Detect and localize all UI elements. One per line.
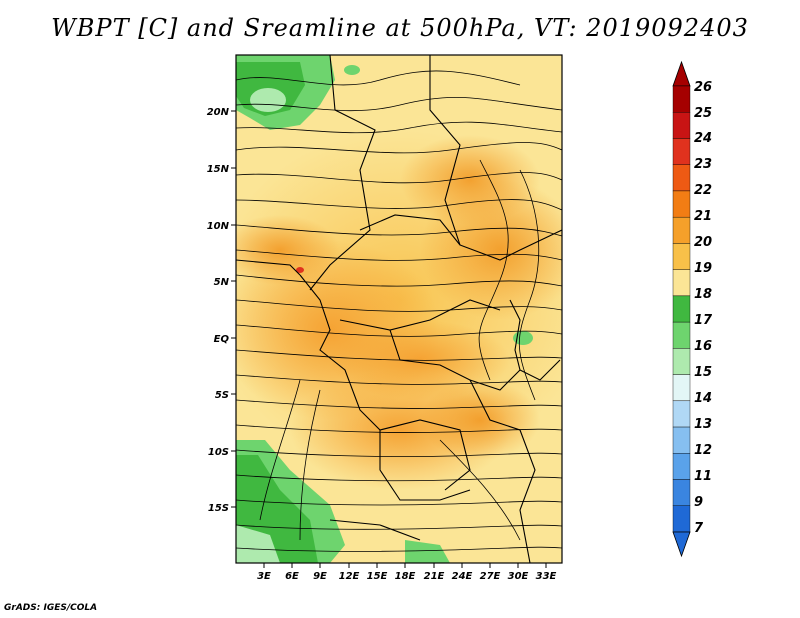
colorbar-label: 13 [694, 417, 712, 432]
chart-title: WBPT [C] and Sreamline at 500hPa, VT: 20… [51, 14, 749, 42]
colorbar-cell [672, 138, 691, 165]
colorbar-label: 26 [694, 80, 712, 95]
lat-axis [231, 110, 236, 508]
lon-axis [263, 563, 547, 568]
colorbar-cell [672, 321, 691, 349]
colorbar-label: 25 [694, 106, 712, 121]
colorbar-top-arrow [672, 60, 691, 87]
colorbar-label: 24 [694, 131, 712, 146]
colorbar-label: 12 [694, 443, 712, 458]
colorbar-cell [672, 426, 691, 454]
lat-tick-label: 15N [207, 164, 230, 175]
colorbar-cell [672, 112, 691, 139]
colorbar-cell [672, 348, 691, 375]
lon-tick-label: 21E [424, 571, 445, 582]
lon-tick-label: 3E [257, 571, 271, 582]
lon-tick-label: 12E [339, 571, 360, 582]
lon-tick-label: 18E [395, 571, 416, 582]
colorbar-label: 14 [694, 391, 712, 406]
colorbar-label: 7 [694, 521, 704, 536]
colorbar-cell [672, 295, 691, 323]
colorbar-label: 15 [694, 365, 712, 380]
colorbar-label: 16 [694, 339, 712, 354]
colorbar-cell [672, 400, 691, 428]
colorbar-label: 20 [694, 235, 712, 250]
lat-tick-labels: 20N 15N 10N 5N EQ 5S 10S 15S [207, 107, 230, 514]
lon-tick-label: 15E [367, 571, 388, 582]
colorbar-label: 23 [694, 157, 712, 172]
lat-tick-label: 15S [208, 503, 229, 514]
colorbar-cell [672, 374, 691, 402]
colorbar-label: 17 [694, 313, 713, 328]
lon-tick-label: 24E [452, 571, 473, 582]
lat-tick-label: EQ [214, 334, 230, 345]
lat-tick-label: 10N [207, 221, 230, 232]
lon-tick-label: 6E [285, 571, 299, 582]
colorbar-label: 21 [694, 209, 712, 224]
colorbar-label: 9 [694, 495, 703, 510]
wbpt-field [236, 55, 562, 563]
footer-credit: GrADS: IGES/COLA [4, 603, 98, 613]
colorbar-cell [672, 190, 691, 218]
lon-tick-label: 30E [508, 571, 529, 582]
colorbar-cell [672, 505, 691, 533]
map-frame [235, 54, 563, 564]
colorbar-cell [672, 216, 691, 244]
lat-tick-label: 5S [215, 390, 229, 401]
colorbar-label: 22 [694, 183, 712, 198]
lat-tick-label: 20N [207, 107, 230, 118]
colorbar-cell [672, 164, 691, 192]
lon-tick-label: 33E [536, 571, 557, 582]
colorbar-label: 19 [694, 261, 712, 276]
colorbar-label: 11 [694, 469, 712, 484]
lat-tick-label: 5N [214, 277, 230, 288]
lon-tick-labels: 3E 6E 9E 12E 15E 18E 21E 24E 27E 30E 33E [257, 571, 556, 582]
colorbar-cell [672, 479, 691, 506]
colorbar-cell [672, 453, 691, 480]
colorbar-bottom-arrow [672, 531, 691, 558]
colorbar-label: 18 [694, 287, 712, 302]
lon-tick-label: 27E [480, 571, 501, 582]
country-borders [236, 55, 562, 563]
colorbar: 26 25 24 23 22 21 20 19 18 17 16 15 14 1… [672, 60, 713, 558]
colorbar-cell [672, 85, 691, 113]
streamlines [236, 70, 562, 552]
lon-tick-label: 9E [313, 571, 327, 582]
colorbar-cell [672, 243, 691, 270]
colorbar-cell [672, 269, 691, 297]
lat-tick-label: 10S [208, 447, 229, 458]
